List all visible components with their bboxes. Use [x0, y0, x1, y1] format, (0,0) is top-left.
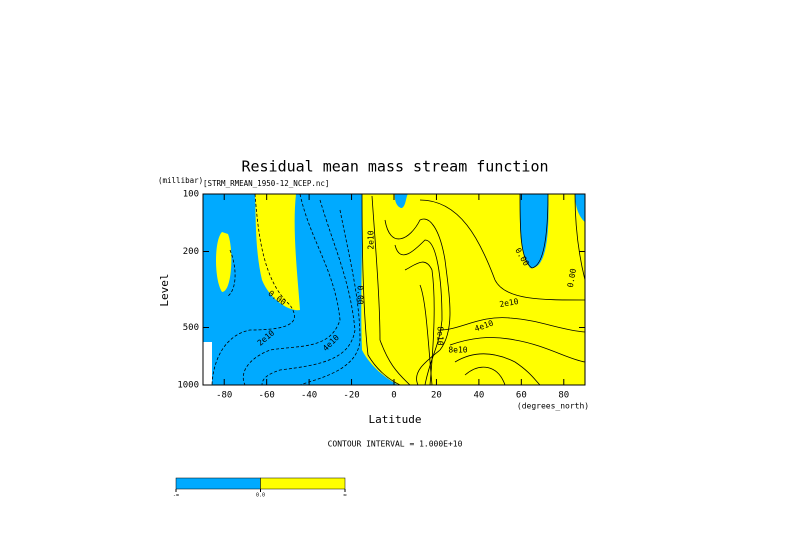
- contour-label: 2e10: [367, 230, 376, 249]
- x-axis-label: Latitude: [369, 413, 422, 426]
- contours: [211, 194, 585, 385]
- y-tick-label: 200: [183, 247, 199, 257]
- x-tick-label: 0: [391, 391, 396, 401]
- positive-regions: [216, 194, 585, 385]
- x-tick-label: 80: [558, 391, 569, 401]
- subtitle: [STRM_RMEAN_1950-12_NCEP.nc]: [203, 179, 329, 188]
- colorbar-label: ∞: [343, 493, 346, 499]
- x-unit: (degrees_north): [517, 402, 589, 411]
- y-tick-label: 100: [183, 190, 199, 200]
- x-tick-label: 40: [473, 391, 484, 401]
- contour-label: 8e10: [448, 346, 467, 355]
- x-tick-label: 20: [431, 391, 442, 401]
- x-tick-label: -80: [216, 391, 232, 401]
- colorbar-label: 0.0: [256, 493, 265, 499]
- contour-note: CONTOUR INTERVAL = 1.000E+10: [328, 440, 463, 449]
- chart-title: Residual mean mass stream function: [241, 158, 548, 176]
- y-axis-label: Level: [158, 273, 171, 306]
- x-tick-label: -20: [343, 391, 359, 401]
- colorbar-swatch: [260, 477, 346, 490]
- missing-data: [203, 342, 212, 385]
- y-unit: (millibar): [158, 176, 203, 185]
- colorbar-label: -∞: [173, 493, 179, 499]
- contour-label: 0.00: [566, 268, 578, 289]
- x-tick-label: -60: [259, 391, 275, 401]
- contour-label: 8e10: [436, 326, 445, 345]
- colorbar-swatch: [175, 477, 261, 490]
- contour-label: 0.00: [356, 285, 365, 304]
- contour-label: 2e10: [499, 297, 520, 309]
- y-tick-label: 1000: [177, 381, 199, 391]
- filled-field: [203, 194, 585, 385]
- x-tick-label: -40: [301, 391, 317, 401]
- x-tick-label: 60: [516, 391, 527, 401]
- y-tick-label: 500: [183, 323, 199, 333]
